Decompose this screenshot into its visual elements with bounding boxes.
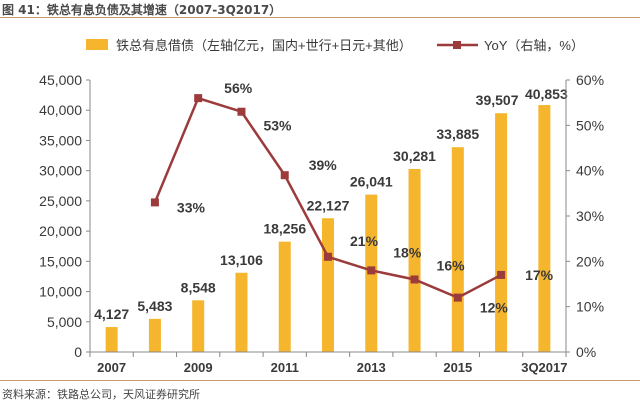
bar-data-label: 39,507: [476, 92, 519, 108]
bar-data-label: 8,548: [181, 279, 216, 295]
y-right-tick-label: 40%: [576, 163, 604, 179]
y-left-tick-label: 10,000: [39, 284, 82, 300]
y-left-tick-label: 35,000: [39, 132, 82, 148]
y-left-tick-label: 40,000: [39, 102, 82, 118]
y-right-tick-label: 60%: [576, 72, 604, 88]
bar-data-label: 4,127: [94, 306, 129, 322]
yoy-marker: [324, 252, 332, 261]
y-left-tick-label: 45,000: [39, 72, 82, 88]
y-left-tick-label: 0: [74, 344, 82, 360]
yoy-data-label: 16%: [437, 257, 466, 273]
x-tick-label: 3Q2017: [521, 360, 567, 375]
bar-data-label: 30,281: [393, 148, 436, 164]
yoy-marker: [453, 293, 462, 302]
y-left-tick-label: 30,000: [39, 163, 82, 179]
bar: [105, 327, 118, 352]
y-left-tick-label: 20,000: [39, 223, 82, 239]
bar-data-label: 22,127: [307, 197, 350, 213]
yoy-data-label: 56%: [224, 80, 253, 96]
x-tick-label: 2013: [357, 360, 386, 375]
source-note: 资料来源：铁路总公司，天风证券研究所: [2, 388, 200, 401]
legend-line-label: YoY（右轴，%）: [484, 38, 584, 53]
legend-bar-label: 铁总有息借债（左轴亿元，国内+世行+日元+其他）: [116, 38, 412, 53]
bar: [235, 272, 248, 352]
y-right-tick-label: 0%: [576, 344, 596, 360]
bar: [278, 241, 291, 352]
yoy-data-label: 17%: [525, 267, 554, 283]
x-tick-label: 2007: [97, 360, 126, 375]
yoy-marker: [237, 107, 246, 116]
bar: [322, 218, 334, 352]
legend-line-marker: [453, 41, 461, 49]
bar-data-label: 26,041: [350, 174, 393, 190]
x-tick-label: 2009: [184, 360, 213, 375]
yoy-data-label: 12%: [480, 300, 509, 316]
bar: [495, 113, 508, 352]
bar: [408, 168, 421, 352]
y-right-tick-label: 50%: [576, 117, 604, 133]
x-tick-label: 2015: [443, 360, 472, 375]
figure-title: 图 41：铁总有息负债及其增速（2007-3Q2017）: [2, 3, 282, 17]
yoy-marker: [410, 275, 419, 284]
yoy-data-label: 18%: [393, 244, 422, 260]
bar: [538, 105, 551, 352]
bar: [192, 300, 205, 352]
bar-data-label: 40,853: [525, 86, 568, 102]
bar-data-label: 18,256: [263, 221, 306, 237]
y-left-tick-label: 25,000: [39, 193, 82, 209]
y-right-tick-label: 20%: [576, 253, 604, 269]
yoy-marker: [367, 266, 376, 275]
bar-data-label: 5,483: [137, 298, 172, 314]
bar: [148, 318, 161, 352]
yoy-data-label: 39%: [309, 157, 338, 173]
yoy-data-label: 21%: [350, 233, 379, 249]
yoy-data-label: 53%: [263, 118, 292, 134]
yoy-marker: [280, 171, 289, 180]
y-right-tick-label: 10%: [576, 299, 604, 315]
title-rule: [0, 17, 640, 18]
bar-data-label: 13,106: [220, 252, 263, 268]
bar: [451, 147, 464, 352]
yoy-marker: [194, 94, 203, 103]
yoy-data-label: 33%: [177, 199, 206, 215]
y-right-tick-label: 30%: [576, 208, 604, 224]
bar-data-label: 33,885: [436, 126, 479, 142]
y-left-tick-label: 5,000: [47, 314, 82, 330]
source-rule: [0, 380, 640, 381]
y-left-tick-label: 15,000: [39, 253, 82, 269]
yoy-marker: [150, 198, 159, 207]
legend: 铁总有息借债（左轴亿元，国内+世行+日元+其他） YoY（右轴，%）: [86, 38, 584, 53]
chart: 铁总有息借债（左轴亿元，国内+世行+日元+其他） YoY（右轴，%） 4,127…: [39, 38, 604, 375]
yoy-marker: [497, 270, 506, 279]
x-tick-label: 2011: [271, 360, 299, 375]
legend-bar-swatch: [86, 39, 108, 50]
